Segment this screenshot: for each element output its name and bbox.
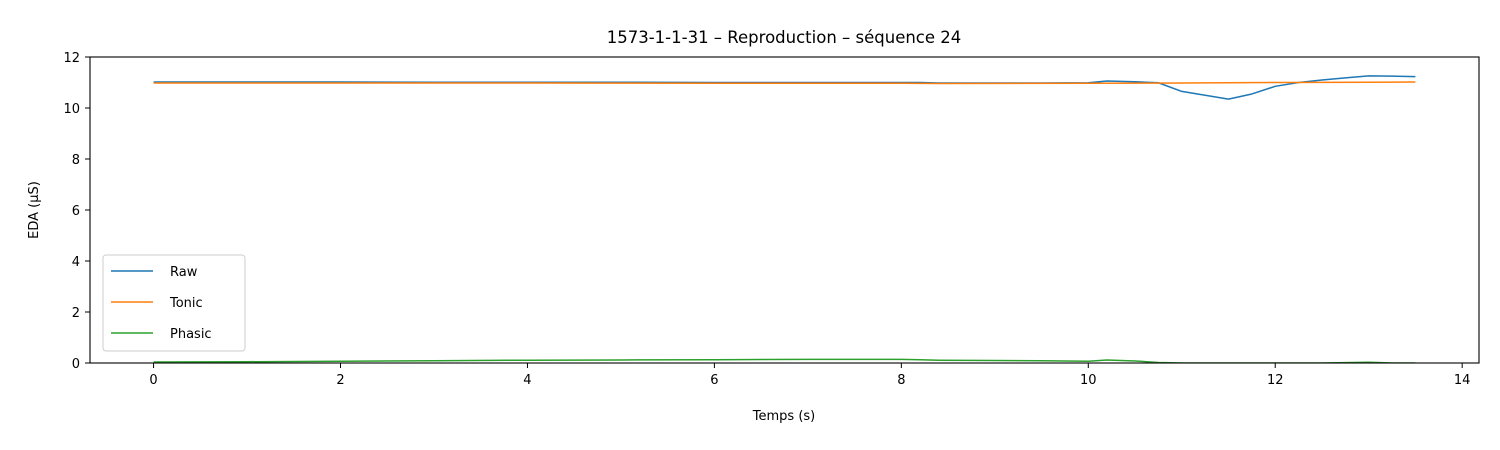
legend-label: Tonic [169,296,203,311]
x-tick-label: 2 [336,373,344,388]
x-tick-label: 0 [149,373,157,388]
x-tick-label: 10 [1080,373,1097,388]
plot-lines [153,75,1416,363]
y-tick-label: 4 [72,255,80,270]
legend-box [102,254,246,352]
series-line-tonic [153,81,1416,85]
legend-label: Raw [170,265,198,280]
series-line-phasic [153,358,1416,363]
x-tick-label: 6 [710,373,718,388]
chart-title: 1573-1-1-31 – Reproduction – séquence 24 [607,28,962,47]
y-tick-label: 10 [63,102,80,117]
y-tick-label: 0 [72,357,80,372]
x-axis-label: Temps (s) [752,409,815,424]
x-tick-label: 14 [1454,373,1471,388]
y-tick-label: 12 [63,51,80,66]
x-axis-ticks: 0 2 4 6 8 10 12 14 [149,363,1470,388]
x-tick-label: 8 [897,373,905,388]
x-tick-label: 4 [523,373,531,388]
legend-entry-raw: Raw [111,265,198,280]
series-line-raw [153,75,1416,100]
legend: Raw Tonic Phasic [102,254,246,352]
legend-entry-tonic: Tonic [111,296,203,311]
y-tick-label: 6 [72,204,80,219]
y-axis-ticks: 0 2 4 6 8 10 12 [63,51,90,372]
y-tick-label: 2 [72,306,80,321]
y-tick-label: 8 [72,153,80,168]
legend-entry-phasic: Phasic [111,327,212,342]
y-axis-label: EDA (µS) [27,181,42,239]
axes-frame [89,56,1480,364]
legend-label: Phasic [170,327,212,342]
x-tick-label: 12 [1267,373,1284,388]
